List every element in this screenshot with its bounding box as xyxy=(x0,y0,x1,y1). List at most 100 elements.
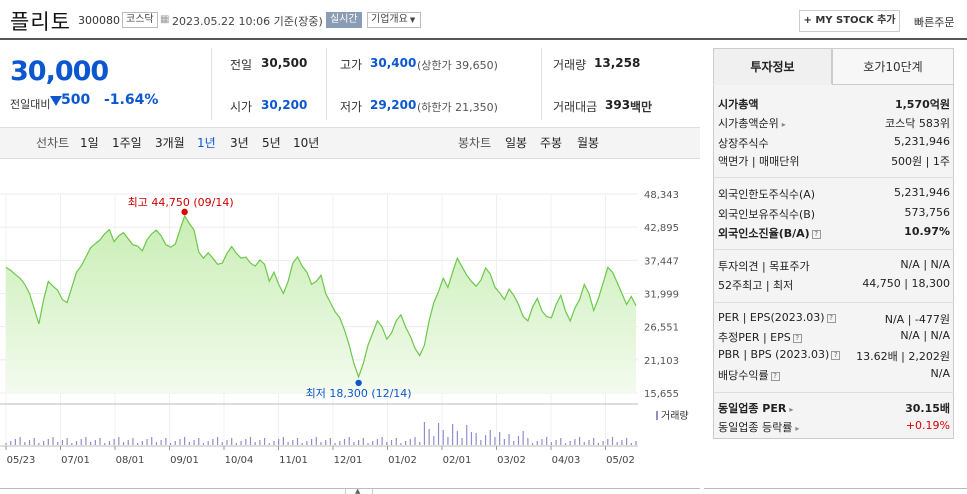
tab-10y[interactable]: 10년 xyxy=(293,136,320,150)
amount-unit: 백만 xyxy=(630,100,653,114)
invest-row-label: 동일업종 등락률 xyxy=(718,421,793,434)
volume-bar xyxy=(122,442,125,445)
volume-bar xyxy=(212,439,214,445)
invest-row-value: +0.19% xyxy=(905,419,950,432)
help-icon[interactable]: ? xyxy=(792,333,802,343)
tab-1y[interactable]: 1년 xyxy=(197,136,216,150)
volume-bar xyxy=(574,439,576,445)
volume-bar xyxy=(325,440,327,445)
invest-row[interactable]: PER | EPS(2023.03)? N/A | -477원 xyxy=(718,311,950,326)
volume-bar xyxy=(635,441,637,445)
stock-code: 300080 xyxy=(78,14,120,27)
invest-row[interactable]: 외국인소진율(B/A)? 10.97% xyxy=(718,225,950,241)
volume-bar xyxy=(80,439,82,445)
volume-bar xyxy=(104,443,106,445)
volume-bar xyxy=(621,440,623,445)
x-tick-label: 04/03 xyxy=(552,455,581,466)
volume-bar xyxy=(90,442,92,445)
invest-row-label: 외국인보유주식수(B) xyxy=(718,208,816,221)
x-tick-label: 11/01 xyxy=(279,455,308,466)
line-chart-label: 선차트 xyxy=(36,136,70,150)
invest-row[interactable]: 동일업종 PER ▸ 30.15배 xyxy=(718,400,950,416)
volume-bar xyxy=(400,443,402,445)
volume-value: 13,258 xyxy=(594,56,641,70)
invest-row-value: 1,570억원 xyxy=(894,98,950,111)
volume-bar xyxy=(386,442,388,445)
volume-bar xyxy=(137,443,139,445)
change-label: 전일대비 xyxy=(10,98,51,111)
high-value: 30,400 xyxy=(370,56,417,70)
volume-bar xyxy=(607,439,609,445)
tab-1d[interactable]: 1일 xyxy=(80,136,99,150)
x-tick-label: 12/01 xyxy=(334,455,363,466)
invest-row[interactable]: 배당수익률? N/A xyxy=(718,367,950,383)
tab-invest-info[interactable]: 투자정보 xyxy=(713,48,832,85)
help-icon[interactable]: ? xyxy=(811,229,821,239)
tab-daily[interactable]: 일봉 xyxy=(505,136,528,150)
y-tick-label: 15,655 xyxy=(644,389,679,400)
x-tick-label: 02/01 xyxy=(443,455,472,466)
volume-bar xyxy=(381,437,383,445)
help-icon[interactable]: ? xyxy=(831,350,841,360)
help-icon[interactable]: ? xyxy=(770,371,780,381)
y-tick-label: 26,551 xyxy=(644,323,679,334)
lower-limit: (하한가 21,350) xyxy=(417,101,498,114)
volume-bar xyxy=(484,435,487,445)
volume-bar xyxy=(593,438,595,445)
tab-1w[interactable]: 1주일 xyxy=(112,136,142,150)
volume-bar xyxy=(71,443,73,445)
tab-hoga[interactable]: 호가10단계 xyxy=(832,48,954,85)
volume-bar xyxy=(61,440,64,445)
high-label: 고가 xyxy=(340,58,363,72)
tab-5y[interactable]: 5년 xyxy=(262,136,281,150)
volume-bar xyxy=(433,436,435,445)
volume-bar xyxy=(99,438,101,445)
tab-3m[interactable]: 3개월 xyxy=(155,136,185,150)
invest-row[interactable]: PBR | BPS (2023.03)? 13.62배 | 2,202원 xyxy=(718,348,950,363)
volume-bar xyxy=(315,437,317,445)
invest-row-label: 액면가 | 매매단위 xyxy=(718,155,800,168)
volume-bar xyxy=(320,442,322,445)
add-mystock-button[interactable]: + MY STOCK 추가 xyxy=(799,10,900,32)
volume-bar xyxy=(339,441,341,445)
chevron-down-icon: ▼ xyxy=(409,16,416,24)
company-info-label: 기업개요 xyxy=(371,14,408,25)
price-area xyxy=(6,215,636,393)
tab-weekly[interactable]: 주봉 xyxy=(540,136,563,150)
help-icon[interactable]: ? xyxy=(826,313,836,323)
volume-bar xyxy=(343,439,346,445)
realtime-badge[interactable]: 실시간 xyxy=(326,12,362,28)
volume-bar xyxy=(494,437,496,445)
invest-row-label: 배당수익률 xyxy=(718,369,769,382)
tab-monthly[interactable]: 월봉 xyxy=(577,136,600,150)
invest-row: 52주최고 | 최저 44,750 | 18,300 xyxy=(718,277,950,293)
volume-bar xyxy=(292,440,294,445)
invest-row[interactable]: 시가총액순위 ▸ 코스닥 583위 xyxy=(718,115,950,131)
invest-row-label: 투자의견 | 목표주가 xyxy=(718,260,810,273)
invest-row-value: N/A xyxy=(930,367,950,380)
volume-bar xyxy=(5,443,7,445)
volume-bar xyxy=(541,439,543,445)
invest-row[interactable]: 추정PER | EPS? N/A | N/A xyxy=(718,329,950,345)
volume-bar xyxy=(193,440,195,445)
volume-bar xyxy=(169,443,172,445)
volume-bar xyxy=(52,437,54,445)
quick-order-link[interactable]: 빠른주문 xyxy=(914,16,955,29)
quote-datetime: 2023.05.22 10:06 기준(장중) xyxy=(172,15,323,28)
volume-bar xyxy=(329,438,332,445)
tab-3y[interactable]: 3년 xyxy=(230,136,249,150)
invest-row[interactable]: 동일업종 등락률 ▸ +0.19% xyxy=(718,419,950,435)
volume-bar xyxy=(24,442,26,445)
volume-label: 거래량 xyxy=(553,58,587,72)
volume-bar xyxy=(508,434,510,445)
invest-row-label: 추정PER | EPS xyxy=(718,331,791,344)
company-info-dropdown[interactable]: 기업개요 ▼ xyxy=(367,12,421,28)
period-bar xyxy=(0,127,700,159)
volume-bar xyxy=(278,439,280,445)
volume-bar xyxy=(14,439,17,445)
price-chart[interactable]: 48,343 42,895 37,447 31,999 26,551 21,103 15,6… xyxy=(0,165,700,488)
volume-bar xyxy=(475,433,477,445)
low-marker xyxy=(355,379,362,387)
volume-bar xyxy=(231,438,233,445)
volume-bar xyxy=(546,437,548,445)
